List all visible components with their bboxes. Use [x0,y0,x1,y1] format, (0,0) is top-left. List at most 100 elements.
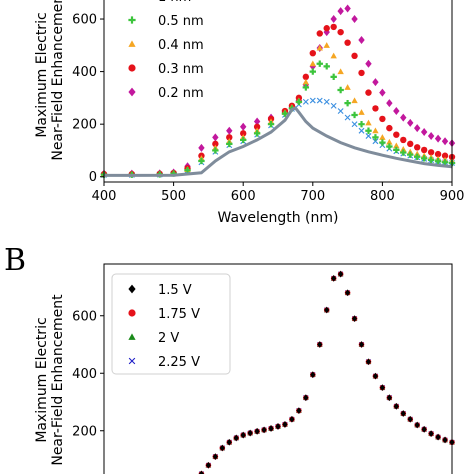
data-point-0p5-nm [365,127,372,134]
data-point-0p4-nm [344,84,351,90]
data-point-0p1-nm [344,114,351,121]
panel-a-data-marks [100,4,456,178]
panel-b-axes-frame [103,263,453,474]
data-point-0p2-nm [365,59,372,68]
data-point-0p3-nm [344,39,351,46]
data-point-0p5-nm [240,136,247,144]
legend-label-0p3-nm: 0.3 nm [158,62,204,77]
data-point-0p1-nm [316,97,323,104]
data-point-1p5-V [379,384,385,392]
data-point-0p3-nm [427,149,435,156]
data-point-0p5-nm [372,134,379,141]
legend-label-0p2-nm: 0.2 nm [158,86,204,101]
data-point-1p5-V [296,407,302,415]
data-point-1p5-V [268,425,274,432]
data-point-0p5-nm [434,158,442,165]
data-point-0p5-nm [330,73,337,81]
data-point-0p3-nm [212,140,219,148]
data-point-0p3-nm [330,23,337,31]
panel-b: B 200 400 600 Maximum Electric Near-Field … [4,243,455,474]
data-point-0p5-nm [386,143,393,150]
data-point-0p1-nm [351,121,358,128]
y-tick-label: 400 [72,65,97,80]
data-point-0p2-nm [330,15,337,24]
legend-marker-2-V [128,333,136,340]
data-point-1p5-V [338,270,344,278]
data-point-1p5-V [212,453,218,461]
data-point-0p1-nm [302,98,309,105]
data-point-0p4-nm [407,148,414,155]
legend-box [111,273,231,375]
data-point-0p3-nm [372,105,379,112]
panel-a-y-axis-label-line2: Near-Field Enhancement [50,0,66,161]
panel-b-y-axis-label-line1: Maximum Electric [34,317,50,442]
legend-label-0p4-nm: 0.4 nm [158,38,204,53]
data-point-0p2-nm [337,7,344,16]
data-point-1p5-V [205,461,211,469]
data-point-1p5-V [351,315,358,323]
data-point-0p4-nm [379,134,386,140]
data-point-1p5-V [400,410,406,417]
data-point-1p5-V [275,423,281,430]
data-point-0p5-nm [198,157,205,165]
legend-label-1-nm: 1 nm [158,0,191,5]
data-point-1p5-V [414,421,420,429]
data-point-0p2-nm [379,88,386,97]
panel-a-x-ticks: 400 500 600 700 800 900 [92,182,464,204]
data-point-1p5-V [407,415,413,423]
data-point-0p2-nm [351,15,358,24]
data-point-1p5-V [331,274,337,282]
y-tick-label: 600 [72,13,97,28]
data-point-0p5-nm [316,60,323,67]
data-point-1p5-V [198,470,205,474]
data-point-0p3-nm [323,25,330,32]
data-point-0p1-nm [365,133,372,139]
data-point-0p2-nm [414,124,421,133]
data-point-1p5-V [365,358,372,366]
data-point-0p5-nm [337,86,344,94]
data-point-0p3-nm [253,123,261,130]
legend-marker-2p25-V [128,357,136,365]
data-point-1p5-V [317,341,323,348]
data-point-1p5-V [324,306,330,314]
data-point-0p5-nm [295,98,303,106]
data-point-0p3-nm [379,115,386,123]
data-point-0p3-nm [316,30,323,37]
data-point-0p1-nm [330,102,337,109]
panel-b-data-marks [198,270,455,474]
y-tick-label: 200 [72,424,97,439]
x-tick-label: 800 [370,189,395,204]
data-point-0p5-nm [400,149,407,156]
data-point-0p5-nm [323,63,330,70]
panel-a: 0 200 400 600 400 500 600 700 800 900 Wavelength… [34,0,464,226]
data-point-0p2-nm [240,122,247,131]
data-point-1p5-V [386,394,392,402]
data-point-0p2-nm [198,143,205,152]
data-point-0p4-nm [337,68,344,75]
data-point-0p3-nm [386,124,393,132]
data-point-0p5-nm [358,120,365,128]
data-point-1p5-V [442,436,448,444]
x-tick-label: 700 [300,189,325,204]
data-point-0p3-nm [337,28,344,36]
panel-b-legend: 1.5 V 1.75 V 2 V 2.25 V [111,273,231,375]
data-point-0p3-nm [358,69,365,77]
data-point-0p4-nm [400,145,407,152]
data-point-1p5-V [435,433,441,441]
legend-label-1p5-V: 1.5 V [158,283,192,298]
legend-label-2-V: 2 V [158,331,179,346]
legend-marker-0p5-nm [128,16,136,24]
data-point-0p4-nm [309,60,316,67]
data-point-0p5-nm [253,130,261,137]
data-point-1p5-V [345,289,351,297]
data-point-0p5-nm [184,166,191,174]
data-point-0p2-nm [393,107,400,116]
data-point-0p5-nm [427,156,435,164]
x-tick-label: 500 [161,189,186,204]
data-point-0p5-nm [414,153,421,160]
data-point-0p2-nm [441,137,449,146]
data-point-0p5-nm [379,139,386,146]
data-point-0p4-nm [414,150,421,157]
data-point-1p5-V [233,434,239,442]
